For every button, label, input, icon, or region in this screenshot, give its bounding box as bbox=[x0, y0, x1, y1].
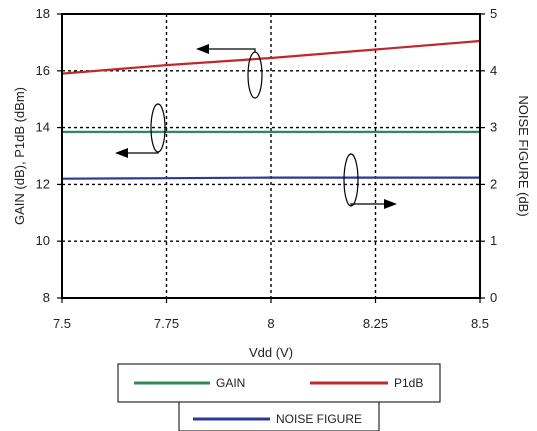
right-axis-annotation bbox=[343, 153, 397, 209]
series-line-noise-figure bbox=[61, 176, 480, 180]
left-axis-annotation bbox=[115, 44, 263, 158]
grid-lines bbox=[62, 14, 480, 298]
annotation-ellipse-nf bbox=[343, 153, 359, 207]
legend-label-gain: GAIN bbox=[216, 376, 245, 390]
x-tick-label: 8 bbox=[267, 316, 274, 331]
y-tick-label-left: 10 bbox=[36, 233, 50, 248]
y-tick-label-left: 14 bbox=[36, 120, 50, 135]
y-tick-label-right: 5 bbox=[490, 6, 497, 21]
x-tick-label: 8.25 bbox=[363, 316, 388, 331]
y-tick-label-right: 3 bbox=[490, 120, 497, 135]
y-axis-label-right: NOISE FIGURE (dB) bbox=[516, 95, 531, 216]
y-tick-label-right: 4 bbox=[490, 63, 497, 78]
y-tick-label-left: 18 bbox=[36, 6, 50, 21]
y-tick-label-right: 0 bbox=[490, 290, 497, 305]
y-tick-label-left: 8 bbox=[43, 290, 50, 305]
y-tick-label-left: 12 bbox=[36, 176, 50, 191]
y-axis-label-left: GAIN (dB), P1dB (dBm) bbox=[12, 87, 27, 225]
legend-label-p1db: P1dB bbox=[394, 376, 423, 390]
series-layer bbox=[61, 39, 481, 180]
annotation-arrow-gain bbox=[124, 152, 159, 154]
x-axis-label: Vdd (V) bbox=[249, 345, 293, 360]
x-tick-label: 7.5 bbox=[53, 316, 71, 331]
legend-box-bottom bbox=[178, 401, 380, 431]
y-tick-label-right: 1 bbox=[490, 233, 497, 248]
legend-label-noise-figure: NOISE FIGURE bbox=[276, 412, 362, 426]
annotation-arrow-p1db bbox=[205, 48, 256, 52]
legend: GAIN P1dB NOISE FIGURE bbox=[117, 363, 441, 431]
y-tick-label-right: 2 bbox=[490, 176, 497, 191]
y-tick-label-left: 16 bbox=[36, 63, 50, 78]
x-tick-label: 8.5 bbox=[471, 316, 489, 331]
annotation-arrow-nf bbox=[350, 203, 388, 206]
x-tick-label: 7.75 bbox=[154, 316, 179, 331]
series-line-p1db bbox=[61, 39, 481, 75]
